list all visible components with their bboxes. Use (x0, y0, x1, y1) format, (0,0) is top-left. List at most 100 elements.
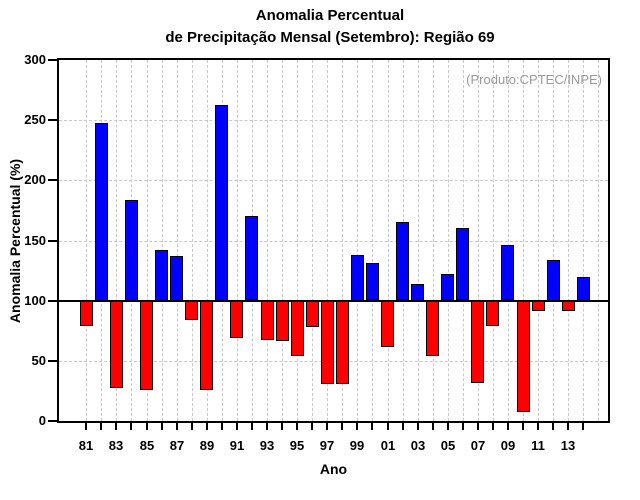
grid-line-vertical (297, 60, 298, 421)
y-axis-tick (48, 240, 57, 242)
grid-line-vertical (508, 60, 509, 421)
grid-line-vertical (598, 60, 599, 421)
bar-2002 (396, 222, 409, 300)
y-axis-tick (48, 179, 57, 181)
x-axis-tick (356, 423, 358, 430)
x-tick-label: 11 (531, 438, 545, 453)
plot-area: (Produto:CPTEC/INPE) (57, 58, 610, 423)
y-tick-label: 0 (38, 413, 46, 428)
x-tick-label: 89 (199, 438, 215, 453)
x-axis-tick (522, 423, 524, 430)
x-tick-label: 03 (410, 438, 426, 453)
grid-line-vertical (192, 60, 193, 421)
x-axis-tick (176, 423, 178, 430)
x-axis-tick (537, 423, 539, 430)
bar-2005 (441, 274, 454, 300)
x-axis-tick (507, 423, 509, 430)
grid-line-vertical (162, 60, 163, 421)
y-tick-label: 250 (24, 112, 46, 127)
x-axis-tick (387, 423, 389, 430)
x-tick-label: 05 (440, 438, 456, 453)
grid-line-vertical (357, 60, 358, 421)
y-tick-label: 100 (24, 293, 46, 308)
y-tick-label: 200 (24, 172, 46, 187)
bar-1990 (215, 105, 228, 301)
x-tick-label: 13 (560, 438, 576, 453)
x-axis-tick (492, 423, 494, 430)
x-tick-label: 09 (500, 438, 516, 453)
bar-2006 (456, 228, 469, 300)
bar-1999 (351, 255, 364, 301)
grid-line-horizontal (59, 120, 608, 121)
x-axis-tick (582, 423, 584, 430)
x-axis-tick (447, 423, 449, 430)
x-axis-tick (266, 423, 268, 430)
grid-line-vertical (448, 60, 449, 421)
x-axis-tick (100, 423, 102, 430)
grid-line-vertical (237, 60, 238, 421)
y-axis-tick (48, 119, 57, 121)
bar-2013 (562, 301, 575, 311)
x-tick-label: 93 (259, 438, 275, 453)
grid-line-vertical (86, 60, 87, 421)
y-tick-label: 50 (31, 353, 46, 368)
x-axis-tick (341, 423, 343, 430)
bar-1988 (185, 301, 198, 320)
x-axis-tick (417, 423, 419, 430)
chart-title: Anomalia Percentual de Precipitação Mens… (47, 5, 613, 49)
x-axis-tick (371, 423, 373, 430)
grid-line-vertical (418, 60, 419, 421)
grid-line-vertical (282, 60, 283, 421)
grid-line-vertical (312, 60, 313, 421)
bar-2009 (501, 245, 514, 300)
y-axis-tick (48, 360, 57, 362)
y-axis-tick (48, 59, 57, 61)
grid-line-vertical (388, 60, 389, 421)
bar-2011 (532, 301, 545, 311)
x-tick-label: 91 (229, 438, 245, 453)
bar-2008 (486, 301, 499, 326)
bar-2012 (547, 260, 560, 301)
y-tick-label: 300 (24, 52, 46, 67)
bar-1994 (276, 301, 289, 341)
bar-2004 (426, 301, 439, 356)
x-axis-tick (191, 423, 193, 430)
chart-title-line2: de Precipitação Mensal (Setembro): Regiã… (165, 29, 495, 46)
x-axis-tick (477, 423, 479, 430)
x-tick-label: 01 (380, 438, 396, 453)
bar-1993 (261, 301, 274, 340)
grid-line-vertical (538, 60, 539, 421)
bar-1985 (140, 301, 153, 390)
product-annotation: (Produto:CPTEC/INPE) (466, 72, 602, 87)
x-axis-tick (161, 423, 163, 430)
bar-1992 (245, 216, 258, 300)
grid-line-horizontal (59, 241, 608, 242)
bar-1997 (321, 301, 334, 384)
grid-line-horizontal (59, 180, 608, 181)
grid-line-vertical (147, 60, 148, 421)
y-axis-tick (48, 300, 57, 302)
bar-1981 (80, 301, 93, 326)
bar-1982 (95, 123, 108, 301)
x-axis-tick (281, 423, 283, 430)
x-tick-label: 87 (169, 438, 185, 453)
grid-line-vertical (478, 60, 479, 421)
grid-line-vertical (523, 60, 524, 421)
x-axis-label: Ano (319, 461, 348, 477)
x-axis-tick (115, 423, 117, 430)
x-axis-tick (432, 423, 434, 430)
bar-2001 (381, 301, 394, 347)
x-axis-tick (251, 423, 253, 430)
grid-line-vertical (327, 60, 328, 421)
x-axis-tick (236, 423, 238, 430)
x-axis-tick (85, 423, 87, 430)
grid-line-vertical (433, 60, 434, 421)
x-tick-label: 07 (470, 438, 486, 453)
x-axis-tick (130, 423, 132, 430)
chart-title-line1: Anomalia Percentual (255, 7, 405, 24)
grid-line-vertical (493, 60, 494, 421)
grid-line-vertical (207, 60, 208, 421)
grid-line-vertical (267, 60, 268, 421)
bar-1995 (291, 301, 304, 356)
bar-2007 (471, 301, 484, 383)
